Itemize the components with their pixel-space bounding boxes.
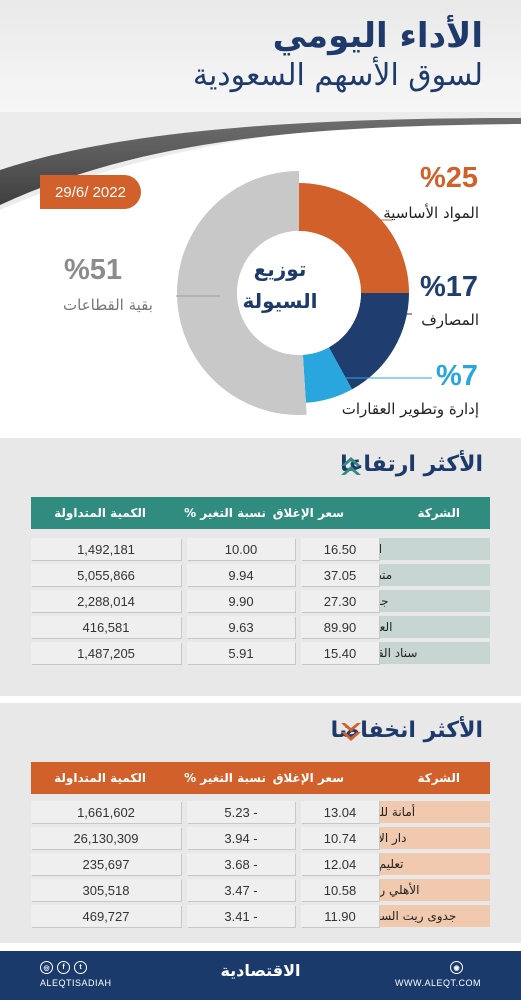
volume-cell: 2,288,014 xyxy=(31,590,181,612)
header-background xyxy=(0,0,521,112)
table-row: تعليم ريت12.043.68 -235,697 xyxy=(31,853,490,875)
liquidity-donut-chart xyxy=(176,170,432,415)
brand-logo: الاقتصادية xyxy=(220,961,301,980)
close-price-cell: 11.90 xyxy=(301,905,379,927)
web-icon[interactable]: ◉ xyxy=(450,961,463,974)
close-price-cell: 89.90 xyxy=(301,616,379,638)
table-row: أمانة للتأمين 13.04 5.23 -1,661,602 xyxy=(31,801,490,823)
col-volume: الكمية المتداولة xyxy=(54,771,146,785)
donut-center-label: توزيع السيولة xyxy=(228,253,332,317)
change-pct-cell: 3.41 - xyxy=(187,905,295,927)
close-price-cell: 13.04 xyxy=(301,801,379,823)
table-row: سناد القابضة 15.40 5.91 1,487,205 xyxy=(31,642,490,664)
change-pct-cell: 3.68 - xyxy=(187,853,295,875)
close-price-cell: 15.40 xyxy=(301,642,379,664)
table-row: الأهلي ريت ١10.583.47 -305,518 xyxy=(31,879,490,901)
volume-cell: 235,697 xyxy=(31,853,181,875)
change-pct-cell: 10.00 xyxy=(187,538,295,560)
volume-cell: 1,487,205 xyxy=(31,642,181,664)
change-pct-cell: 5.23 - xyxy=(187,801,295,823)
donut-slice xyxy=(328,293,409,390)
volume-cell: 469,727 xyxy=(31,905,181,927)
header-fold-shape xyxy=(0,112,521,210)
donut-hole xyxy=(237,231,361,355)
table-row: دار الأركان 10.74 3.94 -26,130,309 xyxy=(31,827,490,849)
donut-slice xyxy=(299,183,409,293)
close-price-cell: 37.05 xyxy=(301,564,379,586)
company-cell: جدوى ريت السعودية xyxy=(354,905,490,927)
volume-cell: 1,492,181 xyxy=(31,538,181,560)
change-pct-cell: 9.63 xyxy=(187,616,295,638)
gainers-table-header: الشركة سعر الإغلاق نسبة التغير % الكمية … xyxy=(31,497,490,529)
donut-center-line1: توزيع xyxy=(253,257,307,281)
col-volume: الكمية المتداولة xyxy=(54,506,146,520)
close-price-cell: 10.58 xyxy=(301,879,379,901)
donut-slice xyxy=(176,170,307,415)
table-row: جدوى ريت السعودية 11.90 3.41 - 469,727 xyxy=(31,905,490,927)
close-price-cell: 16.50 xyxy=(301,538,379,560)
volume-cell: 5,055,866 xyxy=(31,564,181,586)
table-row: متطورة37.059.945,055,866 xyxy=(31,564,490,586)
col-company: الشركة xyxy=(417,771,460,785)
table-row: جبسكو27.309.902,288,014 xyxy=(31,590,490,612)
close-price-cell: 10.74 xyxy=(301,827,379,849)
date-badge: 29/6/ 2022 xyxy=(40,175,141,209)
top-losers-panel xyxy=(0,703,521,943)
donut-center-line2: السيولة xyxy=(242,289,318,313)
volume-cell: 305,518 xyxy=(31,879,181,901)
page-title: الأداء اليومي xyxy=(272,16,483,56)
segment-basic-materials-label: المواد الأساسية xyxy=(383,204,479,222)
leader-line xyxy=(321,369,432,379)
top-losers-title: الأكثر انخفاضا xyxy=(330,718,483,743)
col-change: نسبة التغير % xyxy=(184,506,266,520)
double-up-arrow-icon xyxy=(341,457,361,475)
change-pct-cell: 3.47 - xyxy=(187,879,295,901)
website-link[interactable]: WWW.ALEQT.COM xyxy=(395,978,481,988)
top-gainers-title: الأكثر ارتفاعا xyxy=(340,452,483,477)
twitter-icon[interactable]: t xyxy=(74,961,87,974)
change-pct-cell: 3.94 - xyxy=(187,827,295,849)
change-pct-cell: 9.90 xyxy=(187,590,295,612)
donut-slice xyxy=(302,347,352,403)
double-down-arrow-icon xyxy=(341,723,361,741)
instagram-icon[interactable]: ◎ xyxy=(40,961,53,974)
segment-banks-pct: %17 xyxy=(420,271,479,303)
change-pct-cell: 9.94 xyxy=(187,564,295,586)
page-subtitle: لسوق الأسهم السعودية xyxy=(192,58,483,93)
segment-basic-materials-pct: %25 xyxy=(420,162,479,194)
col-close: سعر الإغلاق xyxy=(272,771,344,785)
segment-real-estate-label: إدارة وتطوير العقارات xyxy=(341,400,479,418)
social-handle[interactable]: ALEQTISADIAH xyxy=(40,978,112,988)
segment-real-estate-pct: %7 xyxy=(436,360,478,392)
volume-cell: 416,581 xyxy=(31,616,181,638)
losers-table-header: الشركة سعر الإغلاق نسبة التغير % الكمية … xyxy=(31,762,490,794)
close-price-cell: 12.04 xyxy=(301,853,379,875)
volume-cell: 26,130,309 xyxy=(31,827,181,849)
footer-bar: ◎ f t ALEQTISADIAH الاقتصادية ◉ WWW.ALEQ… xyxy=(0,951,521,1000)
volume-cell: 1,661,602 xyxy=(31,801,181,823)
change-pct-cell: 5.91 xyxy=(187,642,295,664)
col-company: الشركة xyxy=(417,506,460,520)
col-close: سعر الإغلاق xyxy=(272,506,344,520)
segment-other-label: بقية القطاعات xyxy=(63,296,153,314)
facebook-icon[interactable]: f xyxy=(57,961,70,974)
col-change: نسبة التغير % xyxy=(184,771,266,785)
close-price-cell: 27.30 xyxy=(301,590,379,612)
segment-banks-label: المصارف xyxy=(421,311,479,329)
segment-other-pct: %51 xyxy=(64,254,123,286)
